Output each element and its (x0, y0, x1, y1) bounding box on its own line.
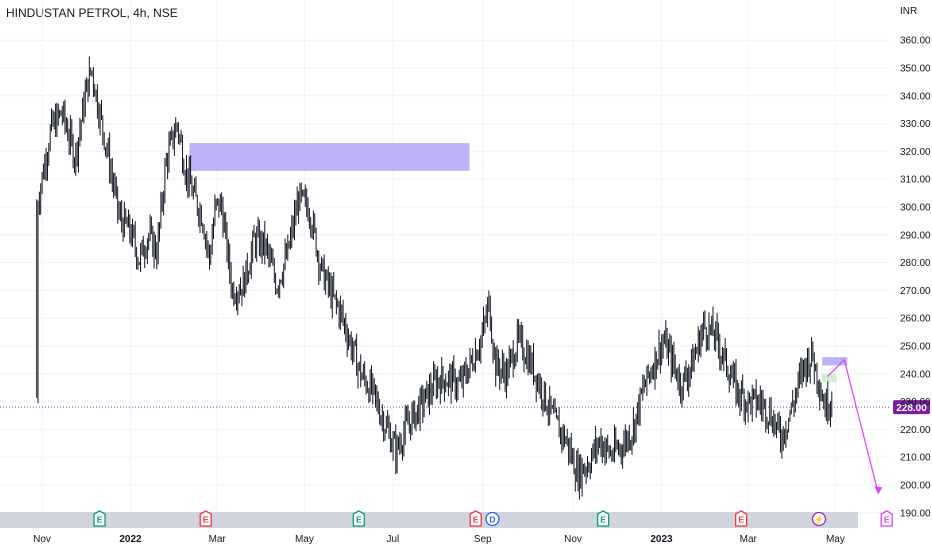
x-tick-label: Nov (33, 534, 51, 545)
y-tick-label: 260.00 (900, 314, 931, 325)
event-marker-earnings[interactable]: E (735, 510, 748, 527)
last-price-line: 228.00 (0, 400, 930, 415)
y-tick-label: 310.00 (900, 175, 931, 186)
y-tick-label: 190.00 (900, 508, 931, 519)
event-label: E (203, 515, 209, 525)
projection-arrowhead[interactable] (874, 486, 883, 495)
y-tick-label: 300.00 (900, 203, 931, 214)
y-tick-label: 250.00 (900, 342, 931, 353)
event-label: E (97, 515, 103, 525)
event-marker-earnings[interactable]: E (93, 510, 106, 527)
event-label: D (489, 515, 495, 525)
y-tick-label: 340.00 (900, 91, 931, 102)
candles (36, 56, 833, 500)
y-tick-label: 350.00 (900, 64, 931, 75)
price-axis[interactable]: INR 190.00 200.00 210.00 220.00 230.00 240.00 2… (900, 6, 931, 519)
x-tick-label: Jul (387, 534, 400, 545)
earnings-icon (735, 510, 748, 527)
x-tick-label: 2022 (119, 534, 142, 545)
x-tick-label: Nov (564, 534, 582, 545)
x-tick-label: May (295, 534, 314, 545)
projection-path[interactable] (826, 358, 879, 494)
x-tick-label: 2023 (650, 534, 673, 545)
earnings-icon (199, 510, 212, 527)
y-tick-label: 290.00 (900, 230, 931, 241)
event-marker-earnings[interactable]: E (352, 510, 365, 527)
earnings-icon (352, 510, 365, 527)
x-tick-label: Mar (740, 534, 758, 545)
event-markers[interactable]: E E E E D E E ⚡ E (93, 510, 893, 527)
event-marker-earnings[interactable]: E (469, 510, 482, 527)
last-price-label: 228.00 (896, 403, 927, 414)
zone-rectangle[interactable] (822, 373, 837, 383)
event-marker-split[interactable]: ⚡ (811, 511, 827, 527)
earnings-icon (596, 510, 610, 527)
y-tick-label: 280.00 (900, 258, 931, 269)
y-tick-label: 270.00 (900, 286, 931, 297)
projection-arrow[interactable] (826, 358, 883, 495)
event-label: ⚡ (814, 515, 825, 526)
earnings-icon (469, 510, 482, 527)
y-tick-label: 210.00 (900, 453, 931, 464)
last-price-tag (893, 400, 930, 415)
zone-rectangle[interactable] (822, 357, 848, 366)
event-label: E (600, 515, 606, 525)
y-tick-label: 320.00 (900, 147, 931, 158)
y-tick-label: 230.00 (900, 397, 931, 408)
event-label: E (738, 515, 744, 525)
zone-rectangle[interactable] (189, 143, 470, 171)
event-marker-dividend[interactable]: D (485, 511, 500, 527)
event-label: E (473, 515, 479, 525)
event-label: E (356, 515, 362, 525)
x-tick-label: May (826, 534, 845, 545)
events-strip (0, 512, 858, 528)
earnings-icon (880, 510, 893, 527)
x-tick-label: Mar (209, 534, 227, 545)
event-label: E (884, 515, 890, 525)
y-tick-label: 240.00 (900, 369, 931, 380)
chart-title: HINDUSTAN PETROL, 4h, NSE (6, 6, 178, 20)
y-tick-label: 330.00 (900, 119, 931, 130)
drawing-zones[interactable] (189, 143, 848, 383)
split-icon (811, 511, 827, 527)
grid-lines (0, 0, 890, 514)
earnings-icon (93, 510, 106, 527)
event-marker-earnings[interactable]: E (880, 510, 893, 527)
x-tick-label: Sep (474, 534, 492, 545)
event-marker-earnings[interactable]: E (596, 510, 610, 527)
y-tick-label: 220.00 (900, 425, 931, 436)
time-axis[interactable]: Nov 2022 Mar May Jul Sep Nov 2023 Mar May (33, 534, 845, 545)
y-tick-label: 200.00 (900, 481, 931, 492)
event-marker-earnings[interactable]: E (199, 510, 212, 527)
currency-label: INR (900, 6, 917, 17)
dividend-icon (485, 511, 500, 527)
y-tick-label: 360.00 (900, 36, 931, 47)
